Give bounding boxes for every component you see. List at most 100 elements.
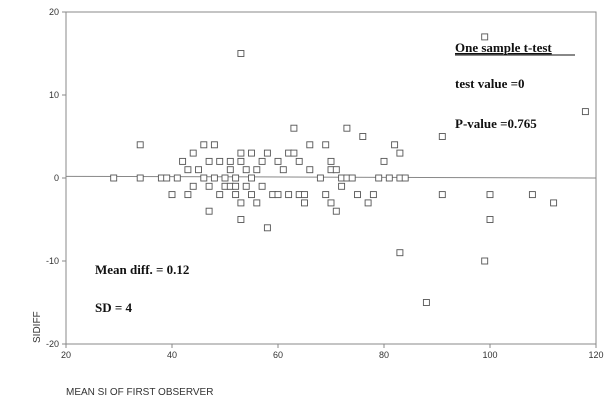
x-tick-label: 60 bbox=[273, 350, 283, 360]
data-point bbox=[248, 149, 255, 157]
y-tick-label: 20 bbox=[49, 7, 59, 17]
annotation-test-heading: One sample t-test bbox=[455, 40, 552, 55]
data-point bbox=[184, 166, 192, 174]
data-point bbox=[359, 133, 367, 140]
data-point bbox=[316, 174, 324, 182]
data-point bbox=[253, 166, 261, 174]
data-point bbox=[189, 149, 197, 157]
data-point bbox=[205, 157, 213, 165]
data-point bbox=[179, 157, 187, 165]
data-point bbox=[173, 174, 181, 182]
data-point bbox=[375, 174, 383, 182]
data-point bbox=[306, 141, 314, 149]
data-point bbox=[438, 133, 446, 140]
data-point bbox=[221, 174, 229, 182]
y-axis-label: SIDIFF bbox=[32, 311, 43, 343]
data-point bbox=[263, 224, 271, 232]
x-tick-label: 120 bbox=[588, 350, 603, 360]
annotation-sd: SD = 4 bbox=[95, 300, 133, 315]
data-point bbox=[242, 166, 250, 174]
data-point bbox=[237, 149, 245, 157]
data-point bbox=[253, 199, 261, 207]
data-point bbox=[354, 191, 361, 199]
axis-ticks: 20 40 60 80 100 120 -20 -10 0 10 20 bbox=[46, 7, 604, 360]
data-point bbox=[396, 149, 404, 157]
data-point bbox=[327, 157, 335, 165]
data-points bbox=[110, 33, 589, 306]
data-point bbox=[322, 191, 330, 199]
data-point bbox=[550, 199, 558, 207]
data-point bbox=[274, 191, 282, 199]
y-tick-label: -10 bbox=[46, 256, 59, 266]
data-point bbox=[369, 191, 377, 199]
data-point bbox=[327, 199, 335, 207]
data-point bbox=[338, 182, 346, 190]
data-point bbox=[205, 207, 213, 215]
data-point bbox=[295, 157, 303, 165]
data-point bbox=[200, 174, 208, 182]
data-point bbox=[438, 191, 446, 199]
data-point bbox=[242, 182, 250, 190]
data-point bbox=[332, 166, 340, 174]
data-point bbox=[226, 157, 234, 165]
data-point bbox=[216, 191, 224, 199]
data-point bbox=[210, 141, 218, 149]
y-tick-label: 0 bbox=[54, 173, 59, 183]
data-point bbox=[248, 174, 255, 182]
data-point bbox=[258, 182, 266, 190]
data-point bbox=[274, 157, 282, 165]
data-point bbox=[396, 249, 404, 257]
data-point bbox=[184, 191, 192, 199]
data-point bbox=[322, 141, 330, 149]
data-point bbox=[136, 141, 144, 149]
data-point bbox=[279, 166, 287, 174]
data-point bbox=[486, 191, 494, 199]
data-point bbox=[210, 174, 218, 182]
data-point bbox=[391, 141, 399, 149]
data-point bbox=[189, 182, 197, 190]
data-point bbox=[237, 199, 245, 207]
data-point bbox=[306, 166, 314, 174]
regression-line bbox=[65, 175, 597, 179]
x-tick-label: 100 bbox=[482, 350, 497, 360]
annotation-test-value: test value =0 bbox=[455, 76, 525, 91]
data-point bbox=[200, 141, 208, 149]
y-tick-label: -20 bbox=[46, 339, 59, 349]
annotation-mean-diff: Mean diff. = 0.12 bbox=[95, 262, 189, 277]
data-point bbox=[385, 174, 393, 182]
x-axis-label: MEAN SI OF FIRST OBSERVER bbox=[66, 387, 213, 398]
data-point bbox=[285, 191, 293, 199]
data-point bbox=[237, 216, 245, 223]
data-point bbox=[237, 157, 245, 165]
x-tick-label: 80 bbox=[379, 350, 389, 360]
data-point bbox=[528, 191, 536, 199]
data-point bbox=[110, 174, 118, 182]
data-point bbox=[136, 174, 144, 182]
x-tick-label: 40 bbox=[167, 350, 177, 360]
data-point bbox=[332, 207, 340, 215]
data-point bbox=[348, 174, 356, 182]
annotation-p-value: P-value =0.765 bbox=[455, 116, 537, 131]
data-point bbox=[263, 149, 271, 157]
data-point bbox=[481, 33, 489, 41]
data-point bbox=[481, 257, 489, 265]
data-point bbox=[290, 149, 298, 157]
data-point bbox=[581, 108, 589, 116]
data-point bbox=[422, 299, 430, 306]
data-point bbox=[195, 166, 202, 174]
data-point bbox=[163, 174, 171, 182]
data-point bbox=[232, 182, 240, 190]
data-point bbox=[343, 124, 351, 132]
data-point bbox=[301, 191, 308, 199]
y-tick-label: 10 bbox=[49, 90, 59, 100]
data-point bbox=[380, 157, 388, 165]
data-point bbox=[168, 191, 176, 199]
data-point bbox=[258, 157, 266, 165]
data-point bbox=[290, 124, 298, 132]
data-point bbox=[486, 216, 494, 223]
data-point bbox=[205, 182, 213, 190]
data-point bbox=[226, 166, 234, 174]
data-point bbox=[237, 50, 245, 57]
data-point bbox=[248, 191, 255, 199]
